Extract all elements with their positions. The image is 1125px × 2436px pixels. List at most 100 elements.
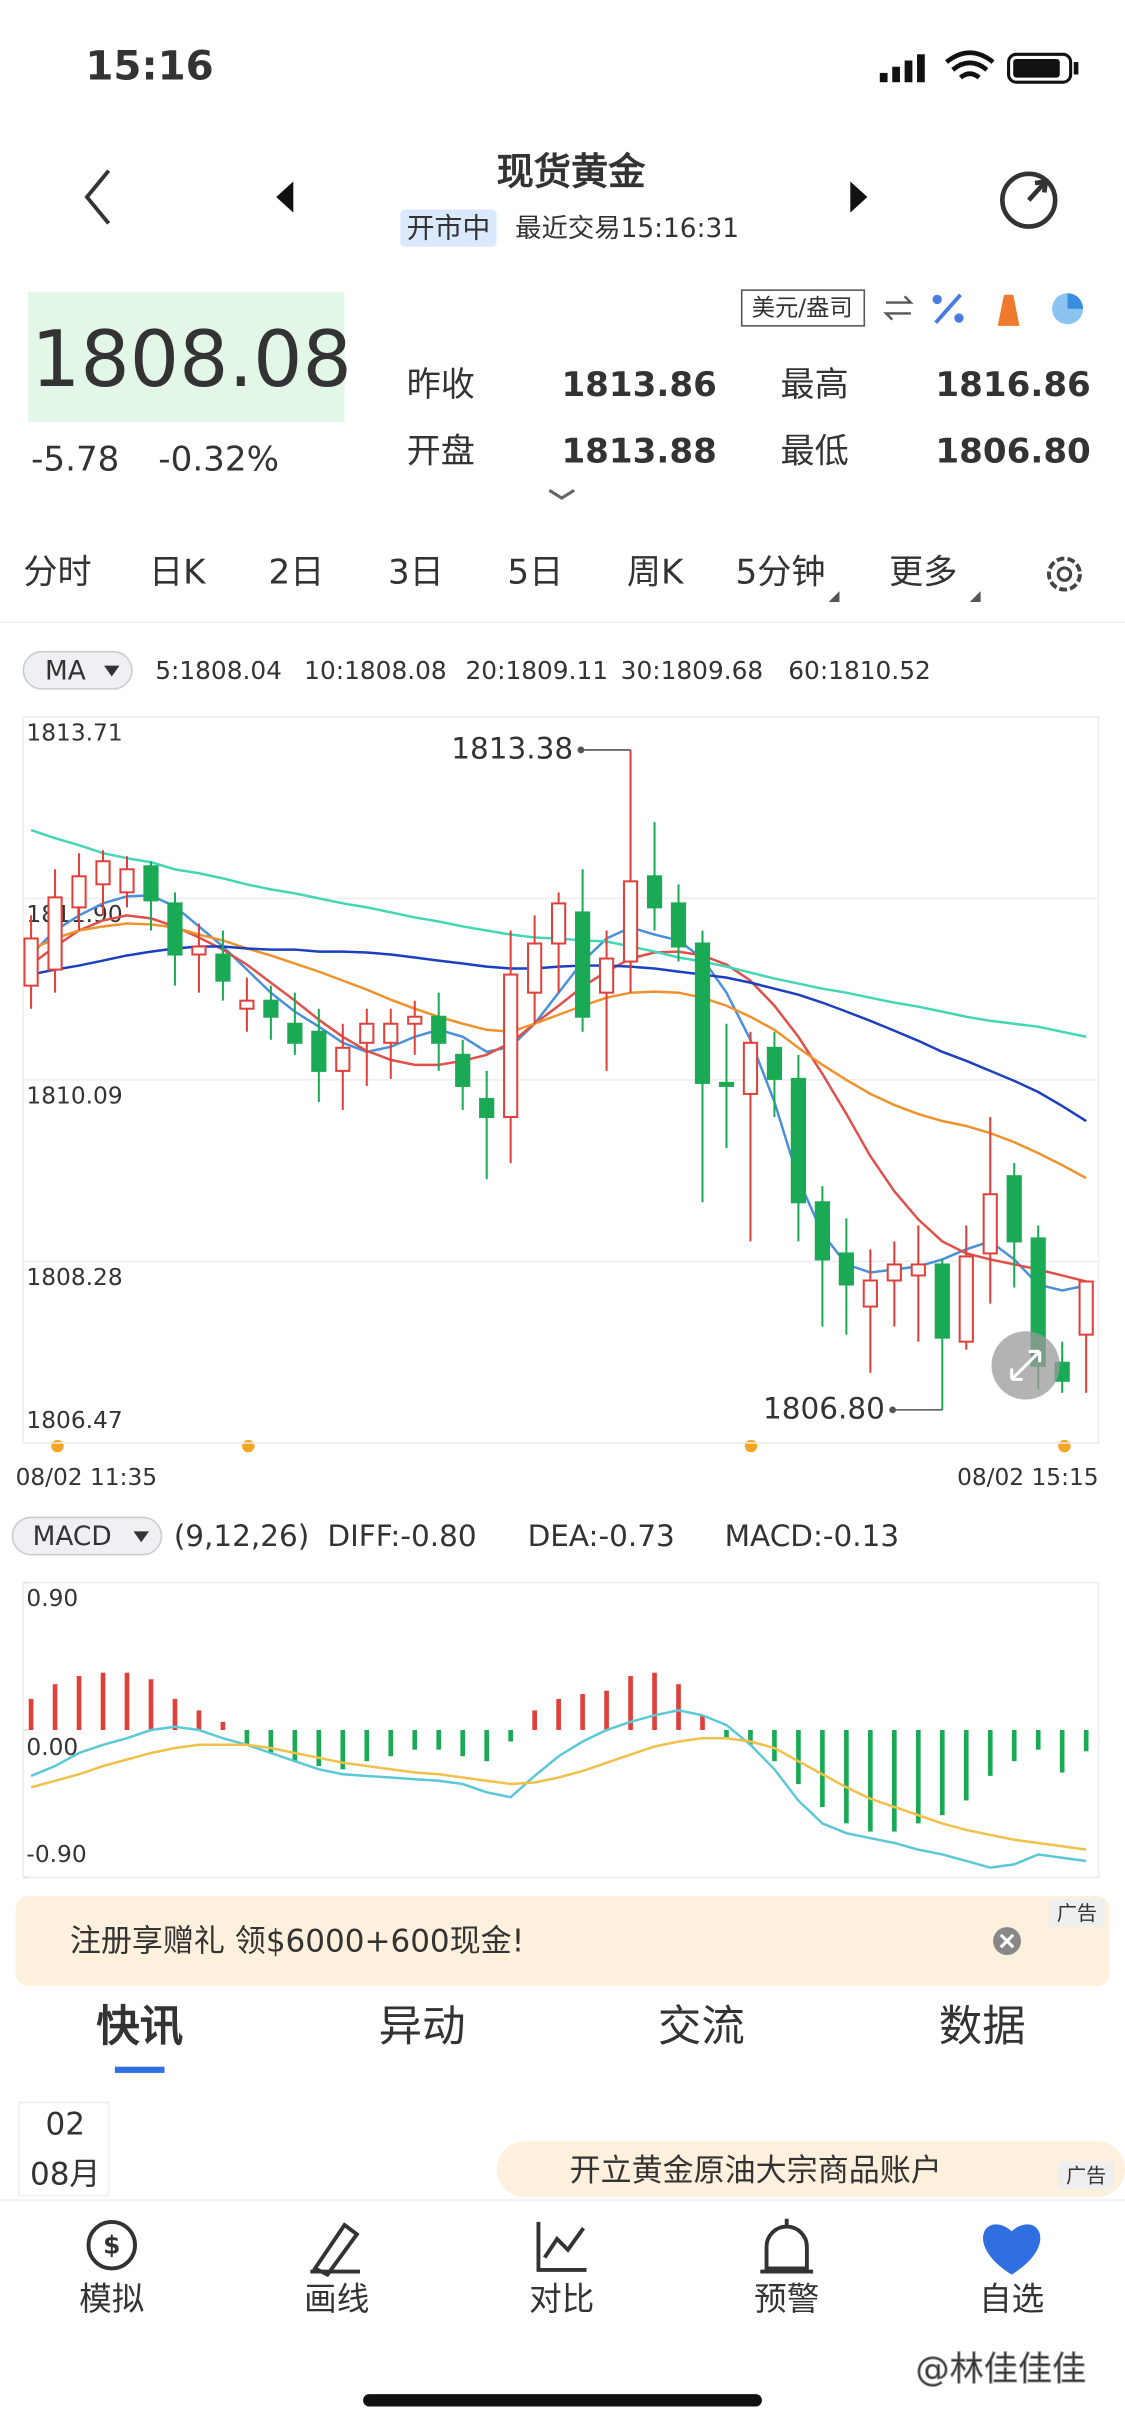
candle-body [1006,1175,1022,1243]
pie-slice [1067,293,1084,309]
refresh-button[interactable] [1000,171,1058,229]
macd-bar [1083,1730,1089,1752]
y-tick-label: 1810.09 [26,1082,122,1109]
legend-entry: 20:1809.11 [466,656,609,685]
news-month: 08月 [30,2156,100,2192]
macd-bar [196,1710,202,1731]
period-tab[interactable]: 更多 [889,553,957,593]
macd-bar [148,1679,154,1731]
battery-level [1013,58,1060,78]
macd-bar [508,1730,513,1742]
period-tab[interactable]: 周K [627,553,685,593]
y-tick-label: 1806.47 [26,1407,122,1434]
macd-bar [292,1730,298,1762]
candle-body [215,953,231,982]
candle-body [934,1263,950,1339]
nav-icon-alert [760,2218,814,2274]
refresh-arrow [1027,178,1049,202]
news-tab[interactable]: 快讯 [96,2002,183,2052]
legend-entry: 30:1809.68 [621,656,764,685]
expand-chevron[interactable] [548,488,575,500]
indicator-pill[interactable] [22,650,133,690]
stat-label: 最低 [780,432,848,472]
zoom-icon [1010,1349,1042,1381]
market-status: 开市中 [407,212,491,245]
nav-label[interactable]: 自选 [979,2280,1044,2318]
candle-body [574,911,591,1018]
back-button[interactable] [84,169,111,225]
macd-bar [1011,1730,1017,1762]
nav-label[interactable]: 画线 [304,2280,369,2318]
candle-body [910,1263,926,1277]
period-tab[interactable]: 3日 [388,553,444,593]
nav-label[interactable]: 对比 [529,2280,594,2318]
indicator-pill[interactable] [11,1516,163,1556]
nav-icon-simulate [86,2219,137,2271]
y-tick-label: 0.90 [26,1585,78,1612]
macd-bar [772,1730,777,1762]
macd-bar [268,1730,274,1753]
candle-body [718,1081,735,1087]
candle-body [335,1046,351,1072]
news-ad[interactable] [496,2141,1125,2198]
status-time: 15:16 [85,42,213,89]
period-tabs: 分时 日K 2日 3日 5日 周K 5分钟 更多 [23,553,957,593]
candle-body [71,875,87,909]
ad-banner[interactable] [15,1896,1110,1987]
candle-body [23,937,39,987]
change-pct: -0.32% [158,439,279,479]
period-tab[interactable]: 5日 [507,553,563,593]
swap-icon[interactable] [883,295,914,321]
axis-dot [1058,1439,1071,1453]
macd-bar [868,1730,873,1832]
candle-body [958,1255,974,1343]
nav-label[interactable]: 模拟 [79,2280,144,2318]
unit-box[interactable] [740,289,866,327]
ma-line [30,914,1087,1283]
macd-bar [652,1672,657,1731]
annotation: 1813.38 [451,731,573,765]
candle-body [263,999,279,1018]
news-tab[interactable]: 异动 [379,2002,466,2052]
candle-body [1078,1280,1094,1336]
y-tick-label: 0.00 [26,1734,78,1761]
candle-body [239,999,255,1010]
candle-body [311,1030,327,1072]
macd-bar [364,1730,370,1762]
watermark: @林佳佳佳 [916,2349,1087,2389]
macd-bar [436,1730,442,1750]
period-tab[interactable]: 分时 [23,553,91,593]
period-tab[interactable]: 日K [149,553,207,593]
indicator-params: (9,12,26) [174,1519,309,1553]
period-tab[interactable]: 2日 [268,553,324,593]
percent-icon[interactable] [932,293,964,325]
nav-icon-compare [536,2221,587,2272]
macd-bar [844,1730,849,1824]
next-button[interactable] [850,181,868,213]
macd-chart-frame [22,1581,1100,1879]
settings-hub [1056,566,1073,582]
prev-button[interactable] [276,181,294,213]
candle-body [95,860,111,886]
macd-bar [316,1730,322,1767]
macd-bar [987,1730,993,1776]
macd-bar [340,1730,346,1770]
macd-bar [244,1730,250,1745]
candle-body [479,1097,495,1119]
stat-label: 昨收 [407,365,475,405]
stat-value: 1816.86 [935,365,1090,405]
nav-label[interactable]: 预警 [754,2280,819,2318]
macd-bar [532,1710,537,1731]
period-tab[interactable]: 5分钟 [736,553,826,593]
signal-bar [879,72,888,83]
candle-body [694,942,711,1084]
macd-bar [939,1730,945,1816]
legend-entry: 5:1808.04 [155,656,282,685]
lighthouse-icon[interactable] [997,294,1020,326]
news-tab[interactable]: 交流 [658,2002,745,2052]
settings-button[interactable] [1046,556,1082,592]
candle-body [383,1022,399,1044]
news-tab[interactable]: 数据 [939,2002,1026,2052]
legend-entry: DEA:-0.73 [528,1519,675,1553]
macd-bar [628,1675,633,1731]
